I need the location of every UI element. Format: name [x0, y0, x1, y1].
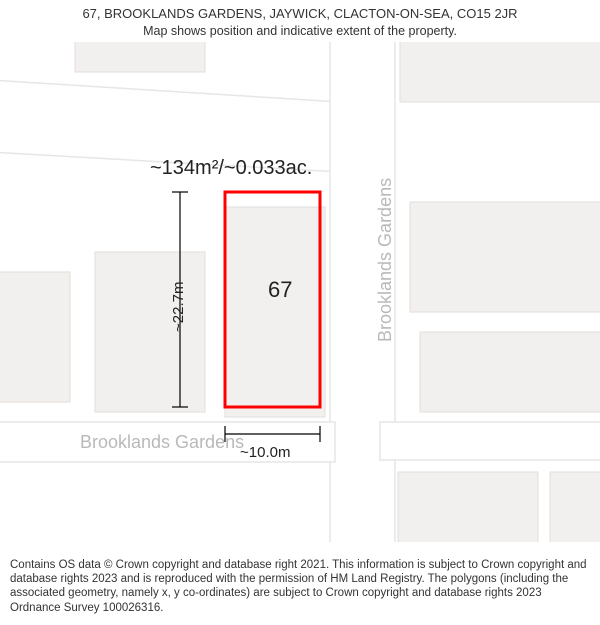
- header: 67, BROOKLANDS GARDENS, JAYWICK, CLACTON…: [0, 0, 600, 41]
- house-number-label: 67: [268, 277, 292, 303]
- map-svg: [0, 42, 600, 542]
- subtitle-line: Map shows position and indicative extent…: [10, 23, 590, 39]
- street-label-horizontal: Brooklands Gardens: [80, 432, 244, 453]
- height-dimension-label: ~22.7m: [170, 282, 187, 332]
- area-label: ~134m²/~0.033ac.: [150, 157, 312, 180]
- address-line: 67, BROOKLANDS GARDENS, JAYWICK, CLACTON…: [10, 6, 590, 23]
- street-label-vertical: Brooklands Gardens: [375, 178, 396, 342]
- width-dimension-label: ~10.0m: [240, 444, 290, 461]
- map-area: ~134m²/~0.033ac. ~22.7m ~10.0m 67 Brookl…: [0, 42, 600, 542]
- copyright-footer: Contains OS data © Crown copyright and d…: [0, 552, 600, 625]
